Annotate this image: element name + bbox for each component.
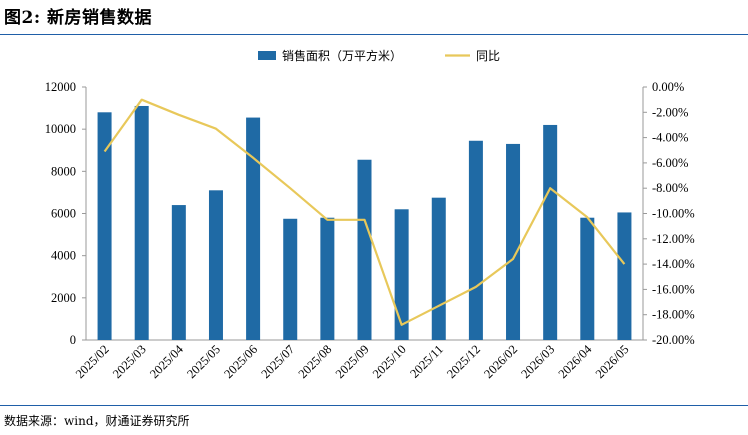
right-tick-label: -6.00% xyxy=(652,156,688,170)
bar xyxy=(357,159,372,340)
x-tick-label: 2025/10 xyxy=(370,342,409,381)
right-tick-label: -4.00% xyxy=(652,131,688,145)
x-tick-label: 2025/11 xyxy=(407,342,446,381)
right-tick-label: -12.00% xyxy=(652,232,695,246)
bar-series xyxy=(97,105,632,340)
right-tick-label: -18.00% xyxy=(652,308,695,322)
right-tick-label: -10.00% xyxy=(652,207,695,221)
bar xyxy=(580,217,595,340)
right-tick-label: -14.00% xyxy=(652,257,695,271)
left-tick-label: 12000 xyxy=(45,80,76,94)
bar xyxy=(171,205,186,340)
bar xyxy=(506,143,521,340)
x-tick-label: 2025/02 xyxy=(73,342,112,381)
right-tick-label: -20.00% xyxy=(652,333,695,347)
legend-bar-label: 销售面积（万平方米） xyxy=(282,48,402,63)
x-tick-label: 2025/09 xyxy=(333,342,372,381)
legend-bar-swatch xyxy=(258,51,276,60)
x-tick-label: 2026/02 xyxy=(481,342,520,381)
chart: 销售面积（万平方米） 同比 0 2000 4000 6000 8000 10000 12000… xyxy=(45,48,695,381)
bottom-rule xyxy=(0,405,748,406)
legend: 销售面积（万平方米） 同比 xyxy=(258,48,500,63)
left-tick-label: 10000 xyxy=(45,122,76,136)
bar xyxy=(431,197,446,340)
bar xyxy=(283,218,298,340)
bar xyxy=(97,112,112,340)
yoy-line xyxy=(103,98,626,326)
x-tick-label: 2026/04 xyxy=(556,342,595,381)
left-tick-label: 6000 xyxy=(51,207,76,221)
x-tick-label: 2025/04 xyxy=(147,342,186,381)
left-tick-label: 0 xyxy=(70,333,76,347)
bar xyxy=(617,212,632,340)
x-tick-label: 2025/08 xyxy=(296,342,335,381)
line-series xyxy=(103,98,626,326)
legend-line-label: 同比 xyxy=(476,49,500,63)
x-tick-label: 2025/06 xyxy=(221,342,260,381)
bar xyxy=(543,124,558,340)
source-note: 数据来源：wind，财通证券研究所 xyxy=(4,414,190,428)
bar xyxy=(208,190,223,340)
figure-title: 图2: 新房销售数据 xyxy=(4,8,153,28)
top-rule xyxy=(0,34,748,35)
x-tick-label: 2025/12 xyxy=(444,342,483,381)
right-tick-label: -16.00% xyxy=(652,282,695,296)
left-tick-label: 8000 xyxy=(51,164,76,178)
right-tick-label: -8.00% xyxy=(652,181,688,195)
right-tick-label: 0.00% xyxy=(652,80,684,94)
x-tick-label: 2025/03 xyxy=(110,342,149,381)
bar xyxy=(468,140,483,340)
x-tick-label: 2025/07 xyxy=(258,342,297,381)
bar xyxy=(246,117,261,340)
x-tick-label: 2026/05 xyxy=(593,342,632,381)
left-tick-label: 2000 xyxy=(51,291,76,305)
right-tick-label: -2.00% xyxy=(652,105,688,119)
bar xyxy=(134,105,149,340)
x-tick-label: 2025/05 xyxy=(184,342,223,381)
bar xyxy=(320,217,335,340)
left-tick-label: 4000 xyxy=(51,249,76,263)
bar xyxy=(394,209,409,340)
x-tick-label: 2026/03 xyxy=(518,342,557,381)
